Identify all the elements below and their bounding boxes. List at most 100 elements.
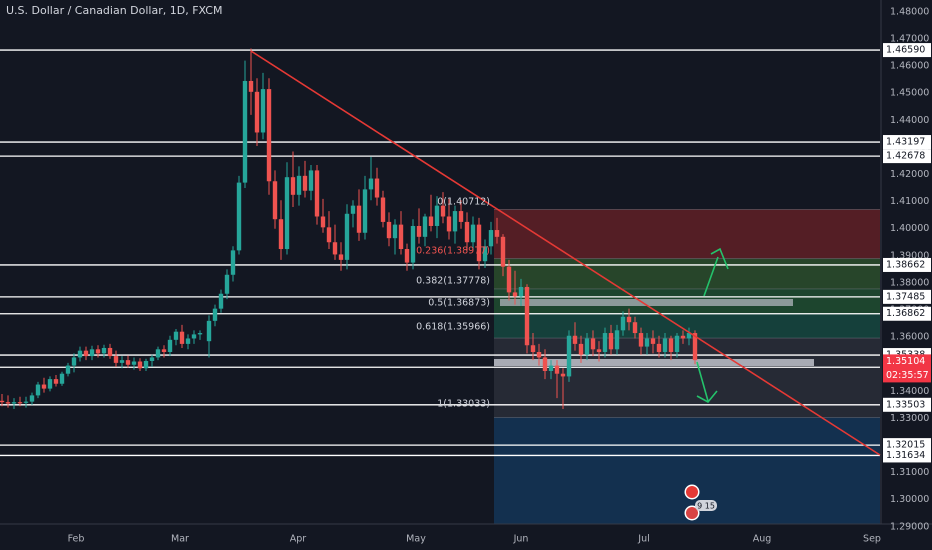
candle-body bbox=[392, 224, 398, 239]
candle-body bbox=[131, 361, 137, 365]
candle-body bbox=[620, 316, 626, 331]
level-price-box bbox=[883, 43, 931, 58]
arrow-up-head bbox=[710, 247, 729, 270]
candle-body bbox=[494, 230, 500, 237]
fib-label: 0(1.40712) bbox=[437, 197, 490, 208]
candle-body bbox=[530, 345, 536, 353]
candle-body bbox=[155, 349, 161, 358]
candle-body bbox=[89, 349, 95, 357]
candle-body bbox=[560, 373, 566, 377]
candle-body bbox=[272, 181, 278, 220]
candle-body bbox=[326, 227, 332, 243]
candle-body bbox=[644, 338, 650, 347]
candle-body bbox=[320, 216, 326, 228]
candle-body bbox=[614, 330, 620, 350]
fib-zone-0236-0382 bbox=[494, 258, 880, 289]
candle-body bbox=[23, 401, 29, 403]
candle-body bbox=[548, 365, 554, 371]
candle-body bbox=[542, 357, 548, 371]
candle-body bbox=[173, 331, 179, 340]
level-price-label: 1.42678 bbox=[886, 151, 925, 162]
candle-body bbox=[350, 205, 356, 214]
candle-body bbox=[35, 384, 41, 396]
support-zone bbox=[494, 359, 814, 366]
symbol-title: U.S. Dollar / Canadian Dollar, 1D, FXCM bbox=[6, 4, 223, 17]
fib-zone-0618-1 bbox=[494, 338, 880, 418]
canada-flag-icon-inner bbox=[686, 486, 698, 498]
time-tick-label: May bbox=[406, 534, 426, 545]
us-flag-icon-inner bbox=[686, 507, 698, 519]
candle-body bbox=[218, 293, 224, 309]
event-badge[interactable] bbox=[695, 500, 717, 511]
candle-body bbox=[71, 357, 77, 366]
time-tick-label: Apr bbox=[290, 534, 307, 545]
candle-body bbox=[95, 349, 101, 354]
price-tick-label: 1.44000 bbox=[890, 115, 929, 126]
fib-label: 0.382(1.37778) bbox=[416, 276, 490, 287]
candle-body bbox=[524, 286, 530, 346]
price-tick-label: 1.39000 bbox=[890, 250, 929, 261]
candle-body bbox=[308, 170, 314, 191]
candle-body bbox=[29, 395, 35, 402]
current-price-box bbox=[883, 354, 931, 383]
candle-body bbox=[302, 175, 308, 191]
candle-body bbox=[344, 213, 350, 260]
current-price-label: 1.35104 bbox=[886, 356, 925, 367]
level-price-box bbox=[883, 289, 931, 304]
price-tick-label: 1.30000 bbox=[890, 494, 929, 505]
candle-body bbox=[374, 178, 380, 198]
candle-body bbox=[674, 335, 680, 353]
candle-body bbox=[278, 219, 284, 250]
price-tick-label: 1.45000 bbox=[890, 88, 929, 99]
fib-label: 0.236(1.38977) bbox=[416, 246, 490, 257]
level-price-box bbox=[883, 397, 931, 412]
candle-body bbox=[476, 224, 482, 262]
arrow-up-line bbox=[703, 256, 719, 297]
candle-body bbox=[0, 400, 5, 403]
candle-body bbox=[284, 177, 290, 250]
level-price-box bbox=[883, 448, 931, 463]
candle-body bbox=[332, 242, 338, 255]
level-price-box bbox=[883, 306, 931, 321]
time-tick-label: Jul bbox=[637, 534, 649, 545]
candle-body bbox=[536, 352, 542, 358]
candle-body bbox=[512, 292, 518, 297]
candle-body bbox=[107, 347, 113, 357]
price-tick-label: 1.38000 bbox=[890, 277, 929, 288]
candle-body bbox=[368, 178, 374, 190]
candle-body bbox=[356, 205, 362, 233]
candle-body bbox=[380, 197, 386, 222]
candle-body bbox=[113, 356, 119, 363]
candle-body bbox=[212, 308, 218, 321]
candle-body bbox=[242, 80, 248, 183]
candle-body bbox=[53, 379, 59, 384]
level-price-label: 1.32015 bbox=[886, 440, 925, 451]
price-tick-label: 1.34000 bbox=[890, 386, 929, 397]
price-tick-label: 1.47000 bbox=[890, 33, 929, 44]
candle-body bbox=[578, 343, 584, 355]
fib-label: 0.5(1.36873) bbox=[428, 298, 490, 309]
trendline bbox=[250, 50, 881, 456]
candle-body bbox=[11, 402, 17, 404]
level-price-label: 1.46590 bbox=[886, 45, 925, 56]
candle-body bbox=[191, 334, 197, 339]
candle-body bbox=[662, 338, 668, 353]
candle-body bbox=[596, 349, 602, 353]
price-tick-label: 1.33000 bbox=[890, 413, 929, 424]
price-tick-label: 1.41000 bbox=[890, 196, 929, 207]
time-tick-label: Jun bbox=[513, 534, 529, 545]
candle-body bbox=[452, 211, 458, 232]
level-price-box bbox=[883, 257, 931, 272]
candle-body bbox=[137, 361, 143, 369]
candle-body bbox=[656, 343, 662, 353]
candle-body bbox=[296, 175, 302, 195]
candle-body bbox=[236, 182, 242, 251]
candle-body bbox=[422, 216, 428, 237]
candle-body bbox=[668, 338, 674, 353]
candle-body bbox=[554, 365, 560, 374]
time-tick-label: Mar bbox=[171, 534, 189, 545]
candle-body bbox=[338, 254, 344, 260]
candle-body bbox=[185, 338, 191, 344]
